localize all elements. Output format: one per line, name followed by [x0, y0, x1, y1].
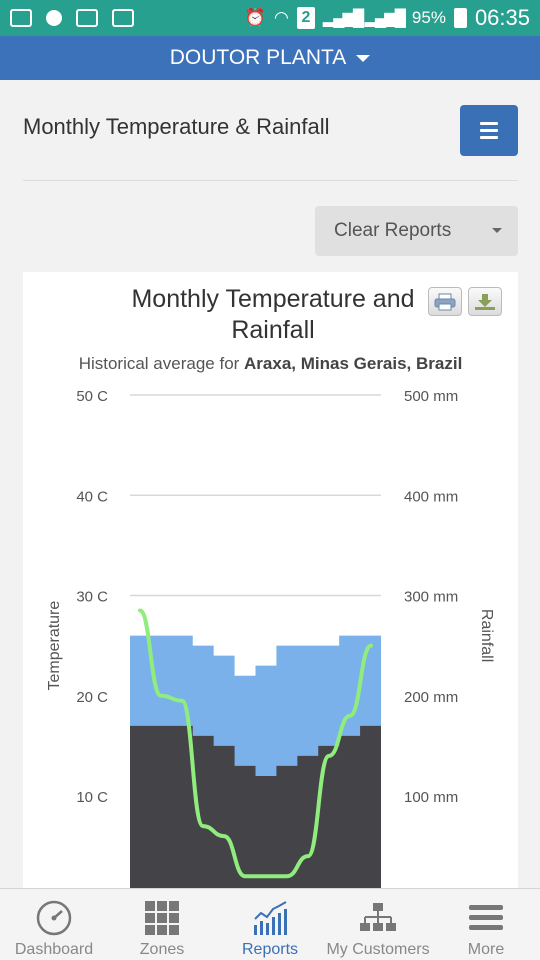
- chat-icon: [46, 10, 62, 26]
- alarm-icon: ⏰: [244, 8, 267, 27]
- chart-card: Monthly Temperature and Rainfall Histori…: [23, 272, 518, 892]
- chart-subtitle: Historical average for Araxa, Minas Gera…: [23, 354, 518, 374]
- chart-title: Monthly Temperature and Rainfall: [113, 284, 433, 346]
- clear-reports-label: Clear Reports: [334, 220, 452, 241]
- image-icon: [10, 9, 32, 27]
- voicemail-icon: [112, 9, 134, 27]
- chevron-down-icon: [492, 228, 502, 233]
- wifi-icon: ◠: [274, 8, 289, 27]
- export-chart-button[interactable]: [468, 287, 502, 316]
- chart-icon: [254, 901, 287, 935]
- page-title: Monthly Temperature & Rainfall: [23, 114, 330, 139]
- subtitle-location: Araxa, Minas Gerais, Brazil: [244, 354, 463, 373]
- nav-label: Zones: [139, 941, 185, 958]
- y-right-tick-label: 300 mm: [404, 589, 458, 606]
- menu-bar-icon: [480, 129, 498, 132]
- clear-reports-dropdown[interactable]: Clear Reports: [315, 206, 518, 256]
- subtitle-prefix: Historical average for: [78, 354, 245, 373]
- y-right-tick-label: 500 mm: [404, 388, 458, 405]
- bottom-nav: Dashboard Zones Reports My Customers: [0, 888, 540, 960]
- gauge-icon: [36, 900, 72, 936]
- app-switcher[interactable]: DOUTOR PLANTA: [0, 36, 540, 80]
- nav-label: My Customers: [326, 941, 430, 958]
- nav-label: More: [467, 941, 505, 958]
- nav-reports[interactable]: Reports: [216, 889, 324, 960]
- y-right-tick-label: 100 mm: [404, 789, 458, 806]
- nav-zones[interactable]: Zones: [108, 889, 216, 960]
- y-left-tick-label: 50 C: [76, 388, 108, 405]
- grid-icon: [145, 901, 179, 935]
- download-icon: [475, 293, 495, 310]
- nav-dashboard[interactable]: Dashboard: [0, 889, 108, 960]
- divider: [23, 180, 518, 181]
- chart-title-line1: Monthly Temperature and: [131, 285, 415, 313]
- y-left-tick-label: 40 C: [76, 488, 108, 505]
- y-left-tick-label: 10 C: [76, 789, 108, 806]
- chart-title-line2: Rainfall: [231, 316, 315, 344]
- y-left-tick-label: 20 C: [76, 689, 108, 706]
- y-right-axis-title: Rainfall: [478, 609, 495, 662]
- battery-icon: [453, 8, 467, 28]
- clock: 06:35: [474, 5, 530, 30]
- y-right-tick-label: 400 mm: [404, 488, 458, 505]
- print-chart-button[interactable]: [428, 287, 462, 316]
- y-right-tick-label: 200 mm: [404, 689, 458, 706]
- hamburger-menu-button[interactable]: [460, 105, 518, 156]
- y-left-axis-title: Temperature: [46, 601, 63, 691]
- org-chart-icon: [360, 903, 396, 931]
- app-title: DOUTOR PLANTA: [169, 46, 347, 69]
- signal-icon: ▂▄▆█ ▂▄▆█: [322, 10, 406, 27]
- menu-bar-icon: [480, 122, 498, 125]
- y-left-tick-label: 30 C: [76, 589, 108, 606]
- series-line-rainfall: [138, 608, 373, 879]
- nav-my-customers[interactable]: My Customers: [324, 889, 432, 960]
- chevron-down-icon: [356, 54, 371, 62]
- nav-label: Dashboard: [14, 941, 94, 958]
- menu-icon: [469, 905, 503, 930]
- mail-icon: [76, 9, 98, 27]
- sim-indicator: 2: [296, 7, 315, 29]
- status-bar: ⏰ ◠ 2 ▂▄▆█ ▂▄▆█ 95% 06:35: [0, 0, 540, 36]
- battery-percent: 95%: [411, 8, 446, 27]
- nav-label: Reports: [241, 941, 299, 958]
- printer-icon: [434, 293, 456, 310]
- nav-more[interactable]: More: [432, 889, 540, 960]
- chart-plot: 10 C 20 C 30 C 40 C 50 C 100 mm 200 mm 300 mm 40…: [46, 388, 495, 892]
- menu-bar-icon: [480, 136, 498, 139]
